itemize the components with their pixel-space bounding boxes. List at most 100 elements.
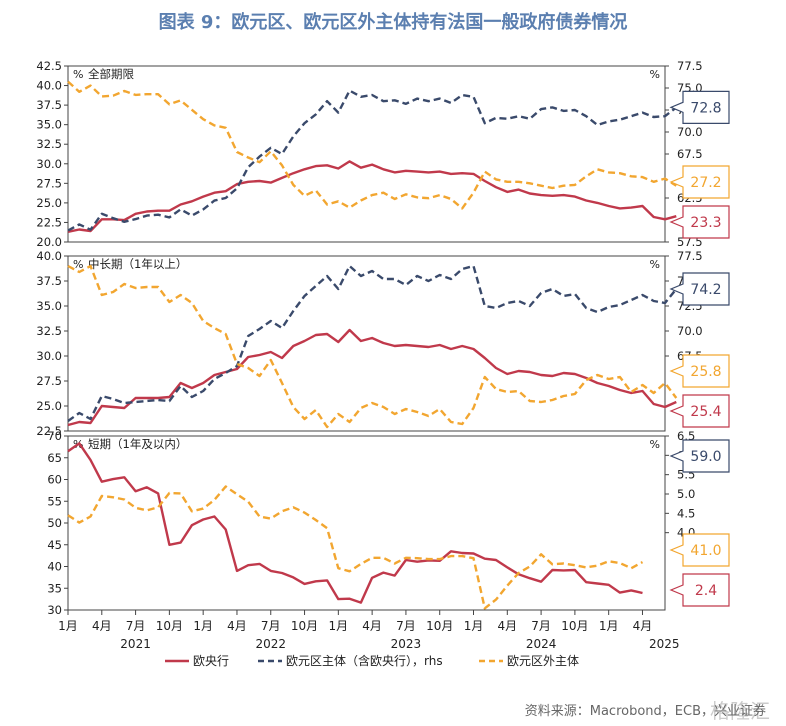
x-tick-label: 10月 <box>291 619 318 633</box>
end-callout-label: 25.4 <box>690 404 721 420</box>
x-tick-label: 4月 <box>227 619 247 633</box>
left-tick-label: 30.0 <box>36 349 62 363</box>
x-tick-label: 7月 <box>531 619 551 633</box>
panel-title: 中长期（1年以上） <box>88 257 187 271</box>
right-tick-label: 77.5 <box>677 59 703 73</box>
end-callout-label: 2.4 <box>695 583 717 599</box>
x-tick-label: 7月 <box>261 619 281 633</box>
end-callout-box <box>669 90 730 124</box>
left-tick-label: 50 <box>47 516 62 530</box>
end-callout-label: 72.8 <box>690 100 721 116</box>
x-tick-label: 1月 <box>193 619 213 633</box>
left-tick-label: 30 <box>47 603 62 617</box>
left-tick-label: 30.0 <box>36 157 62 171</box>
right-tick-label: 77.5 <box>677 249 703 263</box>
series-line-0 <box>67 328 677 427</box>
x-tick-label: 10月 <box>156 619 183 633</box>
left-tick-label: 65 <box>47 451 62 465</box>
left-tick-label: 25.0 <box>36 196 62 210</box>
end-callout-label: 27.2 <box>690 175 721 191</box>
left-tick-label: 22.5 <box>36 424 62 438</box>
right-tick-label: 67.5 <box>677 147 703 161</box>
left-unit: % <box>73 258 83 271</box>
x-tick-label: 4月 <box>362 619 382 633</box>
end-callout-label: 23.3 <box>690 215 721 231</box>
end-callout-box <box>669 165 730 199</box>
right-unit: % <box>650 68 660 81</box>
series-line-1 <box>67 89 678 232</box>
end-callout-box <box>669 533 730 567</box>
x-tick-label: 1月 <box>464 619 484 633</box>
x-tick-label: 4月 <box>633 619 653 633</box>
left-tick-label: 35.0 <box>36 299 62 313</box>
legend-label: 欧元区外主体 <box>507 654 579 668</box>
end-callout-box <box>669 272 730 306</box>
left-tick-label: 32.5 <box>36 324 62 338</box>
end-callout-box <box>669 205 730 239</box>
right-tick-label: 70.0 <box>677 324 703 338</box>
left-unit: % <box>73 68 83 81</box>
left-tick-label: 35.0 <box>36 118 62 132</box>
panel-frame <box>67 255 666 432</box>
figure-title: 图表 9：欧元区、欧元区外主体持有法国一般政府债券情况 <box>158 12 628 33</box>
year-label: 2024 <box>526 637 557 651</box>
x-tick-label: 1月 <box>599 619 619 633</box>
end-callout-box <box>669 354 730 388</box>
x-tick-label: 7月 <box>396 619 416 633</box>
x-tick-label: 4月 <box>497 619 517 633</box>
left-tick-label: 27.5 <box>36 374 62 388</box>
left-tick-label: 70 <box>47 429 62 443</box>
year-label: 2022 <box>255 637 286 651</box>
right-unit: % <box>650 258 660 271</box>
legend-label: 欧元区主体（含欧央行），rhs <box>286 653 443 668</box>
left-tick-label: 40.0 <box>36 249 62 263</box>
year-label: 2021 <box>120 637 151 651</box>
left-tick-label: 32.5 <box>36 137 62 151</box>
left-tick-label: 27.5 <box>36 176 62 190</box>
series-line-1 <box>67 264 678 422</box>
panel-title: 全部期限 <box>88 67 134 81</box>
panel-title: 短期（1年及以内） <box>88 437 187 451</box>
left-tick-label: 22.5 <box>36 215 62 229</box>
left-tick-label: 60 <box>47 473 62 487</box>
series-line-2 <box>67 80 677 210</box>
left-tick-label: 40.0 <box>36 79 62 93</box>
right-tick-label: 4.5 <box>677 506 695 520</box>
panel-frame <box>67 435 666 611</box>
x-tick-label: 1月 <box>329 619 349 633</box>
x-tick-label: 7月 <box>126 619 146 633</box>
series-line-2 <box>67 485 644 610</box>
right-tick-label: 5.0 <box>677 487 695 501</box>
left-tick-label: 55 <box>47 494 62 508</box>
series-line-2 <box>67 264 678 429</box>
x-tick-label: 1月 <box>58 619 78 633</box>
end-callout-label: 59.0 <box>690 449 721 465</box>
x-tick-label: 10月 <box>426 619 453 633</box>
year-label: 2023 <box>391 637 422 651</box>
end-callout-box <box>669 573 730 607</box>
end-callout-label: 25.8 <box>690 364 721 380</box>
left-tick-label: 20.0 <box>36 235 62 249</box>
left-tick-label: 35 <box>47 581 62 595</box>
x-tick-label: 10月 <box>561 619 588 633</box>
left-tick-label: 40 <box>47 560 62 574</box>
left-tick-label: 45 <box>47 538 62 552</box>
legend-label: 欧央行 <box>193 654 229 668</box>
end-callout-box <box>669 439 730 473</box>
series-line-0 <box>67 442 643 604</box>
left-tick-label: 25.0 <box>36 399 62 413</box>
year-label: 2025 <box>649 637 680 651</box>
source-note: 资料来源：Macrobond，ECB，兴业证券 <box>524 704 766 719</box>
right-tick-label: 70.0 <box>677 125 703 139</box>
left-tick-label: 37.5 <box>36 274 62 288</box>
watermark-text: 格隆汇 <box>710 699 770 723</box>
x-tick-label: 4月 <box>92 619 112 633</box>
series-line-0 <box>67 160 677 233</box>
end-callout-label: 74.2 <box>690 282 721 298</box>
end-callout-label: 41.0 <box>690 543 721 559</box>
left-tick-label: 42.5 <box>36 59 62 73</box>
end-callout-box <box>669 394 730 428</box>
left-tick-label: 37.5 <box>36 98 62 112</box>
